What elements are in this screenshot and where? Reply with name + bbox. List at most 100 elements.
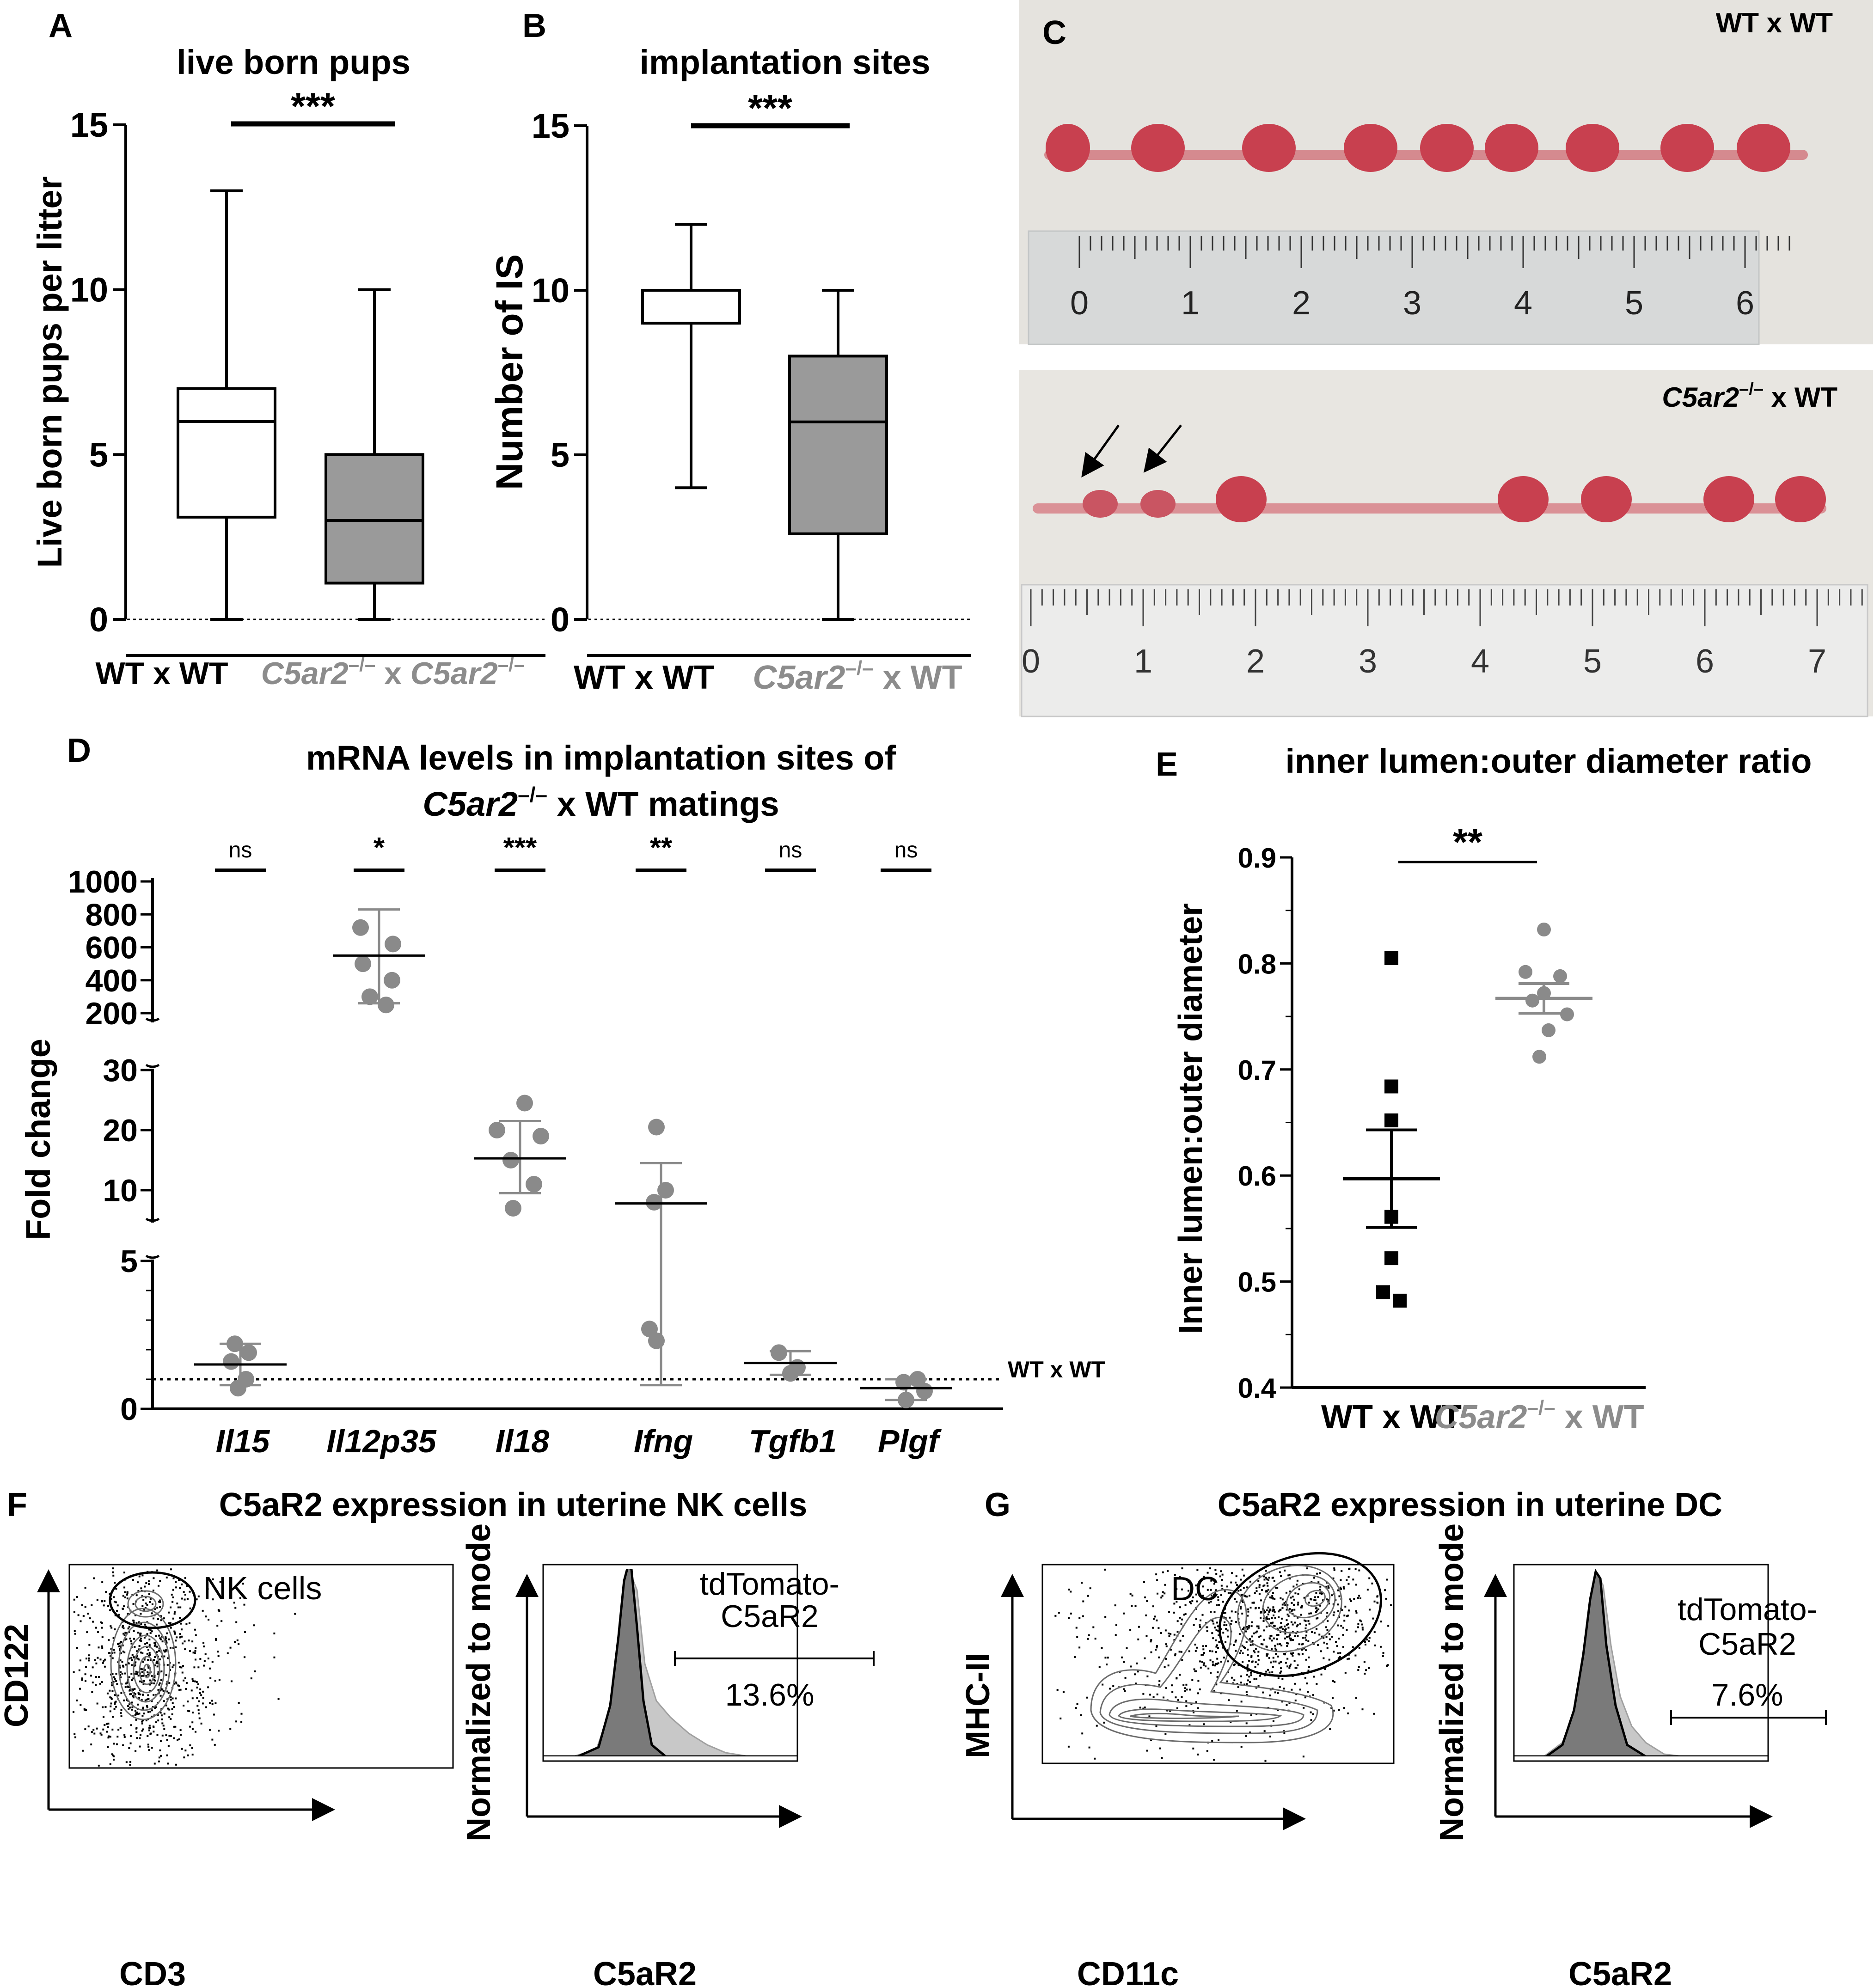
event-dot <box>1205 1665 1207 1668</box>
panel-d-axis-break <box>145 1017 160 1022</box>
event-dot <box>1324 1668 1326 1670</box>
event-dot <box>1291 1653 1293 1655</box>
event-dot <box>134 1673 136 1675</box>
event-dot <box>1297 1624 1299 1626</box>
event-dot <box>1306 1682 1308 1685</box>
event-dot <box>1176 1601 1178 1603</box>
event-dot <box>1250 1674 1252 1676</box>
event-dot <box>114 1582 116 1584</box>
event-dot <box>1298 1643 1300 1645</box>
event-dot <box>119 1666 121 1669</box>
event-dot <box>128 1708 130 1710</box>
event-dot <box>1366 1639 1368 1641</box>
panel-d-point <box>916 1382 933 1400</box>
event-dot <box>137 1675 140 1677</box>
event-dot <box>123 1699 125 1701</box>
event-dot <box>126 1699 128 1701</box>
event-dot <box>1231 1572 1233 1574</box>
panel-e-letter: E <box>1156 746 1178 783</box>
event-dot <box>1278 1610 1280 1613</box>
event-dot <box>1347 1712 1349 1714</box>
event-dot <box>1199 1660 1201 1663</box>
event-dot <box>1373 1600 1376 1603</box>
event-dot <box>1126 1647 1128 1649</box>
event-dot <box>1230 1592 1232 1594</box>
event-dot <box>1343 1707 1345 1709</box>
event-dot <box>1357 1669 1360 1671</box>
event-dot <box>235 1720 238 1723</box>
event-dot <box>1289 1637 1291 1639</box>
event-dot <box>1240 1578 1242 1581</box>
event-dot <box>115 1680 117 1682</box>
event-dot <box>1316 1609 1318 1612</box>
event-dot <box>1332 1603 1335 1605</box>
event-dot <box>106 1692 109 1694</box>
panel-d-sig-label: ns <box>229 838 252 862</box>
event-dot <box>1210 1601 1212 1603</box>
event-dot <box>1302 1643 1304 1645</box>
panel-d-point <box>385 936 401 953</box>
event-dot <box>1340 1579 1342 1581</box>
event-dot <box>1170 1648 1172 1651</box>
event-dot <box>107 1737 110 1739</box>
ruler-label: 0 <box>1022 643 1040 680</box>
event-dot <box>139 1693 141 1695</box>
event-dot <box>1227 1592 1230 1594</box>
event-dot <box>119 1648 121 1650</box>
event-dot <box>1241 1600 1243 1602</box>
event-dot <box>1338 1637 1340 1639</box>
panel-e-sig: ** <box>1453 821 1482 863</box>
panel-g-dots <box>1054 1567 1392 1762</box>
panel-d-ytick-label: 30 <box>103 1053 138 1088</box>
event-dot <box>1165 1645 1168 1647</box>
photo-bottom-ruler <box>1021 584 1868 717</box>
event-dot <box>1221 1588 1224 1590</box>
event-dot <box>1137 1638 1139 1640</box>
event-dot <box>1337 1657 1340 1659</box>
event-dot <box>1382 1652 1384 1654</box>
event-dot <box>1312 1713 1314 1715</box>
event-dot <box>191 1697 194 1700</box>
event-dot <box>137 1692 140 1694</box>
event-dot <box>1326 1612 1329 1614</box>
event-dot <box>179 1606 182 1609</box>
event-dot <box>1253 1650 1255 1652</box>
event-dot <box>240 1713 243 1715</box>
event-dot <box>132 1694 134 1697</box>
event-dot <box>100 1733 103 1736</box>
panel-e-point-ko <box>1519 965 1532 979</box>
event-dot <box>159 1740 162 1743</box>
panel-e-point-ko <box>1532 1050 1546 1064</box>
event-dot <box>162 1725 165 1727</box>
event-dot <box>1164 1584 1166 1586</box>
event-dot <box>186 1585 188 1587</box>
event-dot <box>131 1679 133 1682</box>
panel-a-ytick-label: 15 <box>70 106 108 144</box>
event-dot <box>92 1666 94 1669</box>
event-dot <box>1167 1632 1170 1634</box>
event-dot <box>1179 1639 1182 1642</box>
event-dot <box>1068 1617 1070 1619</box>
event-dot <box>159 1615 162 1617</box>
event-dot <box>1274 1660 1277 1663</box>
event-dot <box>1317 1581 1320 1584</box>
event-dot <box>1361 1628 1364 1631</box>
event-dot <box>1156 1645 1158 1647</box>
event-dot <box>1266 1590 1268 1593</box>
event-dot <box>1263 1617 1265 1620</box>
event-dot <box>1379 1645 1382 1648</box>
event-dot <box>1357 1597 1359 1599</box>
event-dot <box>1284 1569 1286 1572</box>
event-dot <box>1157 1592 1159 1595</box>
event-dot <box>1131 1605 1133 1607</box>
event-dot <box>165 1636 167 1638</box>
event-dot <box>148 1726 151 1729</box>
event-dot <box>1181 1618 1183 1621</box>
event-dot <box>1286 1613 1289 1615</box>
event-dot <box>146 1633 148 1635</box>
event-dot <box>1234 1640 1237 1643</box>
event-dot <box>1218 1604 1220 1606</box>
event-dot <box>1256 1625 1258 1627</box>
event-dot <box>73 1598 75 1601</box>
event-dot <box>1304 1696 1306 1699</box>
